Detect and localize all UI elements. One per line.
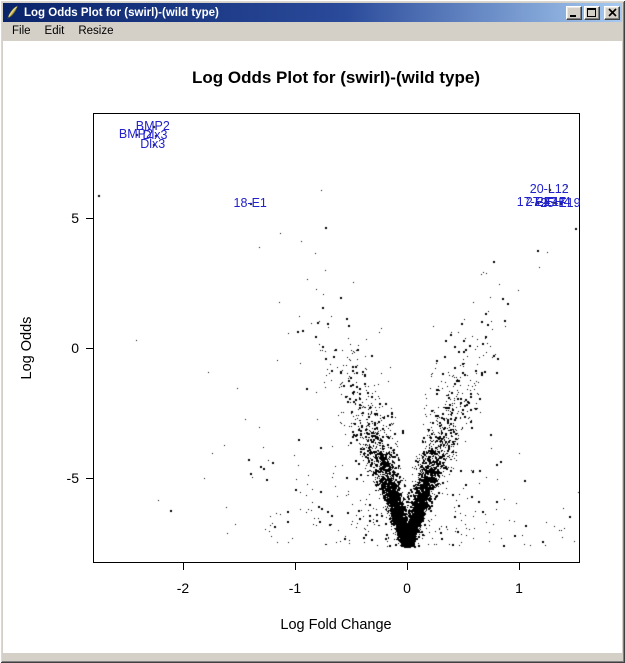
gene-label-24-H4: 24-H4 [536, 195, 571, 210]
y-tick-label: -5 [66, 470, 79, 486]
window-title: Log Odds Plot for (swirl)-(wild type) [24, 6, 219, 19]
menu-edit[interactable]: Edit [44, 25, 65, 37]
plot-frame [93, 113, 580, 563]
gene-label-17-E17: 17-E17 [516, 195, 558, 210]
maximize-icon [587, 8, 596, 17]
titlebar[interactable]: Log Odds Plot for (swirl)-(wild type) [3, 3, 622, 22]
x-axis-title: Log Fold Change [280, 617, 392, 633]
quill-icon [6, 5, 18, 19]
window-controls [566, 5, 620, 20]
menubar: File Edit Resize [3, 22, 622, 41]
minimize-button[interactable] [566, 5, 582, 20]
close-button[interactable] [604, 5, 620, 20]
gene-label-Dlx3: Dlx3 [142, 128, 168, 143]
minimize-icon [570, 15, 576, 17]
gene-label-27-E17: 27-E17 [525, 194, 567, 209]
scatter-points [3, 41, 622, 653]
x-tick [519, 563, 520, 570]
y-tick [86, 478, 93, 479]
y-axis-title: Log Odds [19, 316, 35, 380]
menu-file[interactable]: File [12, 25, 31, 37]
x-tick-label: 0 [403, 580, 411, 596]
y-tick [86, 348, 93, 349]
gene-label-20-L12: 20-L12 [529, 182, 569, 197]
menu-resize[interactable]: Resize [78, 25, 114, 37]
x-tick [295, 563, 296, 570]
gene-label-BMP2: BMP2 [135, 118, 170, 133]
y-tick-label: 5 [71, 210, 79, 226]
gene-label-Dlx3: Dlx3 [140, 137, 166, 152]
x-tick-label: 1 [515, 580, 523, 596]
maximize-button[interactable] [584, 5, 600, 20]
x-tick [183, 563, 184, 570]
y-tick [86, 218, 93, 219]
gene-label-25-E19: 25-E19 [540, 195, 581, 210]
x-tick-label: -2 [176, 580, 190, 596]
y-tick-label: 0 [71, 340, 79, 356]
gene-label-BMP2: BMP2 [118, 127, 153, 142]
gene-label-18-E1: 18-E1 [233, 195, 267, 210]
plot-title: Log Odds Plot for (swirl)-(wild type) [191, 68, 481, 87]
x-tick-label: -1 [288, 580, 302, 596]
x-tick [407, 563, 408, 570]
close-icon [607, 8, 617, 17]
plot-area: Log Odds Plot for (swirl)-(wild type) -2… [3, 41, 622, 653]
